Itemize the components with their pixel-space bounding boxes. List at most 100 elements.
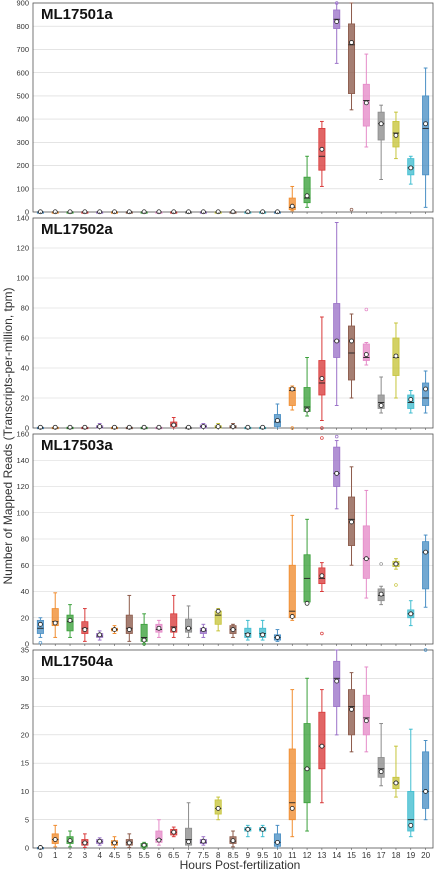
box-2	[66, 830, 74, 850]
mean-marker	[304, 193, 310, 199]
box-14	[333, 649, 341, 850]
box-9	[244, 619, 252, 646]
box-17	[377, 376, 385, 430]
mean-marker	[245, 826, 251, 832]
box-iqr	[170, 613, 178, 633]
mean-marker	[349, 40, 354, 45]
y-tick-label: 60	[21, 334, 29, 343]
outlier-point	[423, 648, 428, 652]
box-iqr	[318, 711, 326, 770]
mean-marker	[289, 614, 295, 619]
box-9.5	[259, 424, 267, 430]
box-14	[333, 222, 341, 430]
box-4.5	[110, 424, 118, 430]
box-11	[288, 385, 296, 430]
y-tick-label: 700	[16, 45, 29, 54]
box-19	[407, 600, 415, 646]
mean-marker	[171, 627, 177, 632]
box-8	[214, 423, 222, 430]
mean-marker	[275, 418, 280, 423]
box-5	[125, 594, 133, 646]
mean-marker	[423, 549, 428, 555]
mean-marker	[260, 826, 266, 832]
box-10	[273, 209, 281, 215]
panel-ML17503a: 0 20 40 60 80 100 120 140 160 ML17503a	[16, 430, 434, 649]
mean-marker	[275, 635, 280, 640]
mean-marker	[230, 838, 236, 844]
box-8.5	[229, 623, 237, 646]
mean-marker	[363, 352, 369, 357]
box-15	[348, 313, 356, 430]
panel-ML17502a: 0 20 40 60 80 100 120 140 ML17502a	[16, 214, 434, 433]
box-5	[125, 833, 133, 850]
box-6.5	[170, 417, 178, 430]
box-0	[36, 617, 44, 646]
box-18	[392, 322, 400, 430]
mean-marker	[378, 769, 384, 775]
y-tick-label: 400	[16, 115, 29, 124]
y-tick-label: 120	[16, 244, 29, 253]
box-15	[348, 672, 356, 850]
box-20	[422, 67, 430, 214]
y-tick-label: 900	[16, 0, 29, 8]
mean-marker	[304, 766, 310, 772]
x-tick-label: 5.5	[139, 851, 151, 860]
y-tick-label: 120	[16, 482, 29, 491]
mean-marker	[156, 625, 162, 631]
mean-marker	[171, 422, 177, 428]
box-9.5	[259, 619, 267, 646]
box-14	[333, 434, 341, 646]
box-20	[422, 534, 430, 646]
box-iqr	[288, 564, 296, 619]
mean-marker	[186, 839, 191, 845]
box-6	[155, 819, 163, 850]
box-16	[362, 666, 370, 850]
box-3	[81, 209, 89, 215]
box-8	[214, 796, 222, 850]
box-4.5	[110, 209, 118, 215]
mean-marker	[245, 632, 251, 638]
box-1	[51, 424, 59, 430]
mean-marker	[408, 611, 414, 617]
box-iqr	[185, 618, 193, 633]
y-tick-label: 0	[25, 424, 29, 433]
box-4.5	[110, 836, 118, 850]
mean-marker	[141, 637, 147, 643]
box-12	[303, 677, 311, 850]
mean-marker	[97, 632, 103, 638]
y-tick-label: 140	[16, 456, 29, 465]
box-iqr	[348, 23, 356, 94]
x-tick-label: 7	[186, 851, 191, 860]
mean-marker	[363, 100, 369, 106]
box-16	[362, 489, 370, 646]
box-15	[348, 466, 356, 646]
panel-ML17501a: 0 100 200 300 400 500 600 700 800 900 ML17501a	[16, 0, 434, 217]
mean-marker	[52, 620, 58, 626]
mean-marker	[349, 338, 354, 344]
box-5	[125, 209, 133, 215]
box-0	[36, 845, 44, 850]
box-1	[51, 209, 59, 215]
panel-title: ML17504a	[41, 653, 113, 670]
box-3	[81, 833, 89, 850]
box-11	[288, 185, 296, 214]
box-17	[377, 723, 385, 850]
box-6.5	[170, 209, 178, 215]
box-5.5	[140, 841, 148, 850]
outlier-point	[349, 207, 354, 212]
mean-marker	[378, 591, 384, 597]
y-tick-label: 40	[21, 364, 29, 373]
mean-marker	[378, 121, 384, 127]
mean-marker	[393, 353, 399, 359]
box-7.5	[199, 209, 207, 215]
x-tick-label: 6.5	[168, 851, 180, 860]
box-4	[96, 630, 104, 646]
box-3	[81, 424, 89, 430]
mean-marker	[423, 386, 428, 392]
box-9.5	[259, 209, 267, 215]
box-18	[392, 111, 400, 214]
box-7.5	[199, 836, 207, 850]
box-9	[244, 424, 252, 430]
box-13	[318, 316, 326, 430]
box-17	[377, 104, 385, 214]
